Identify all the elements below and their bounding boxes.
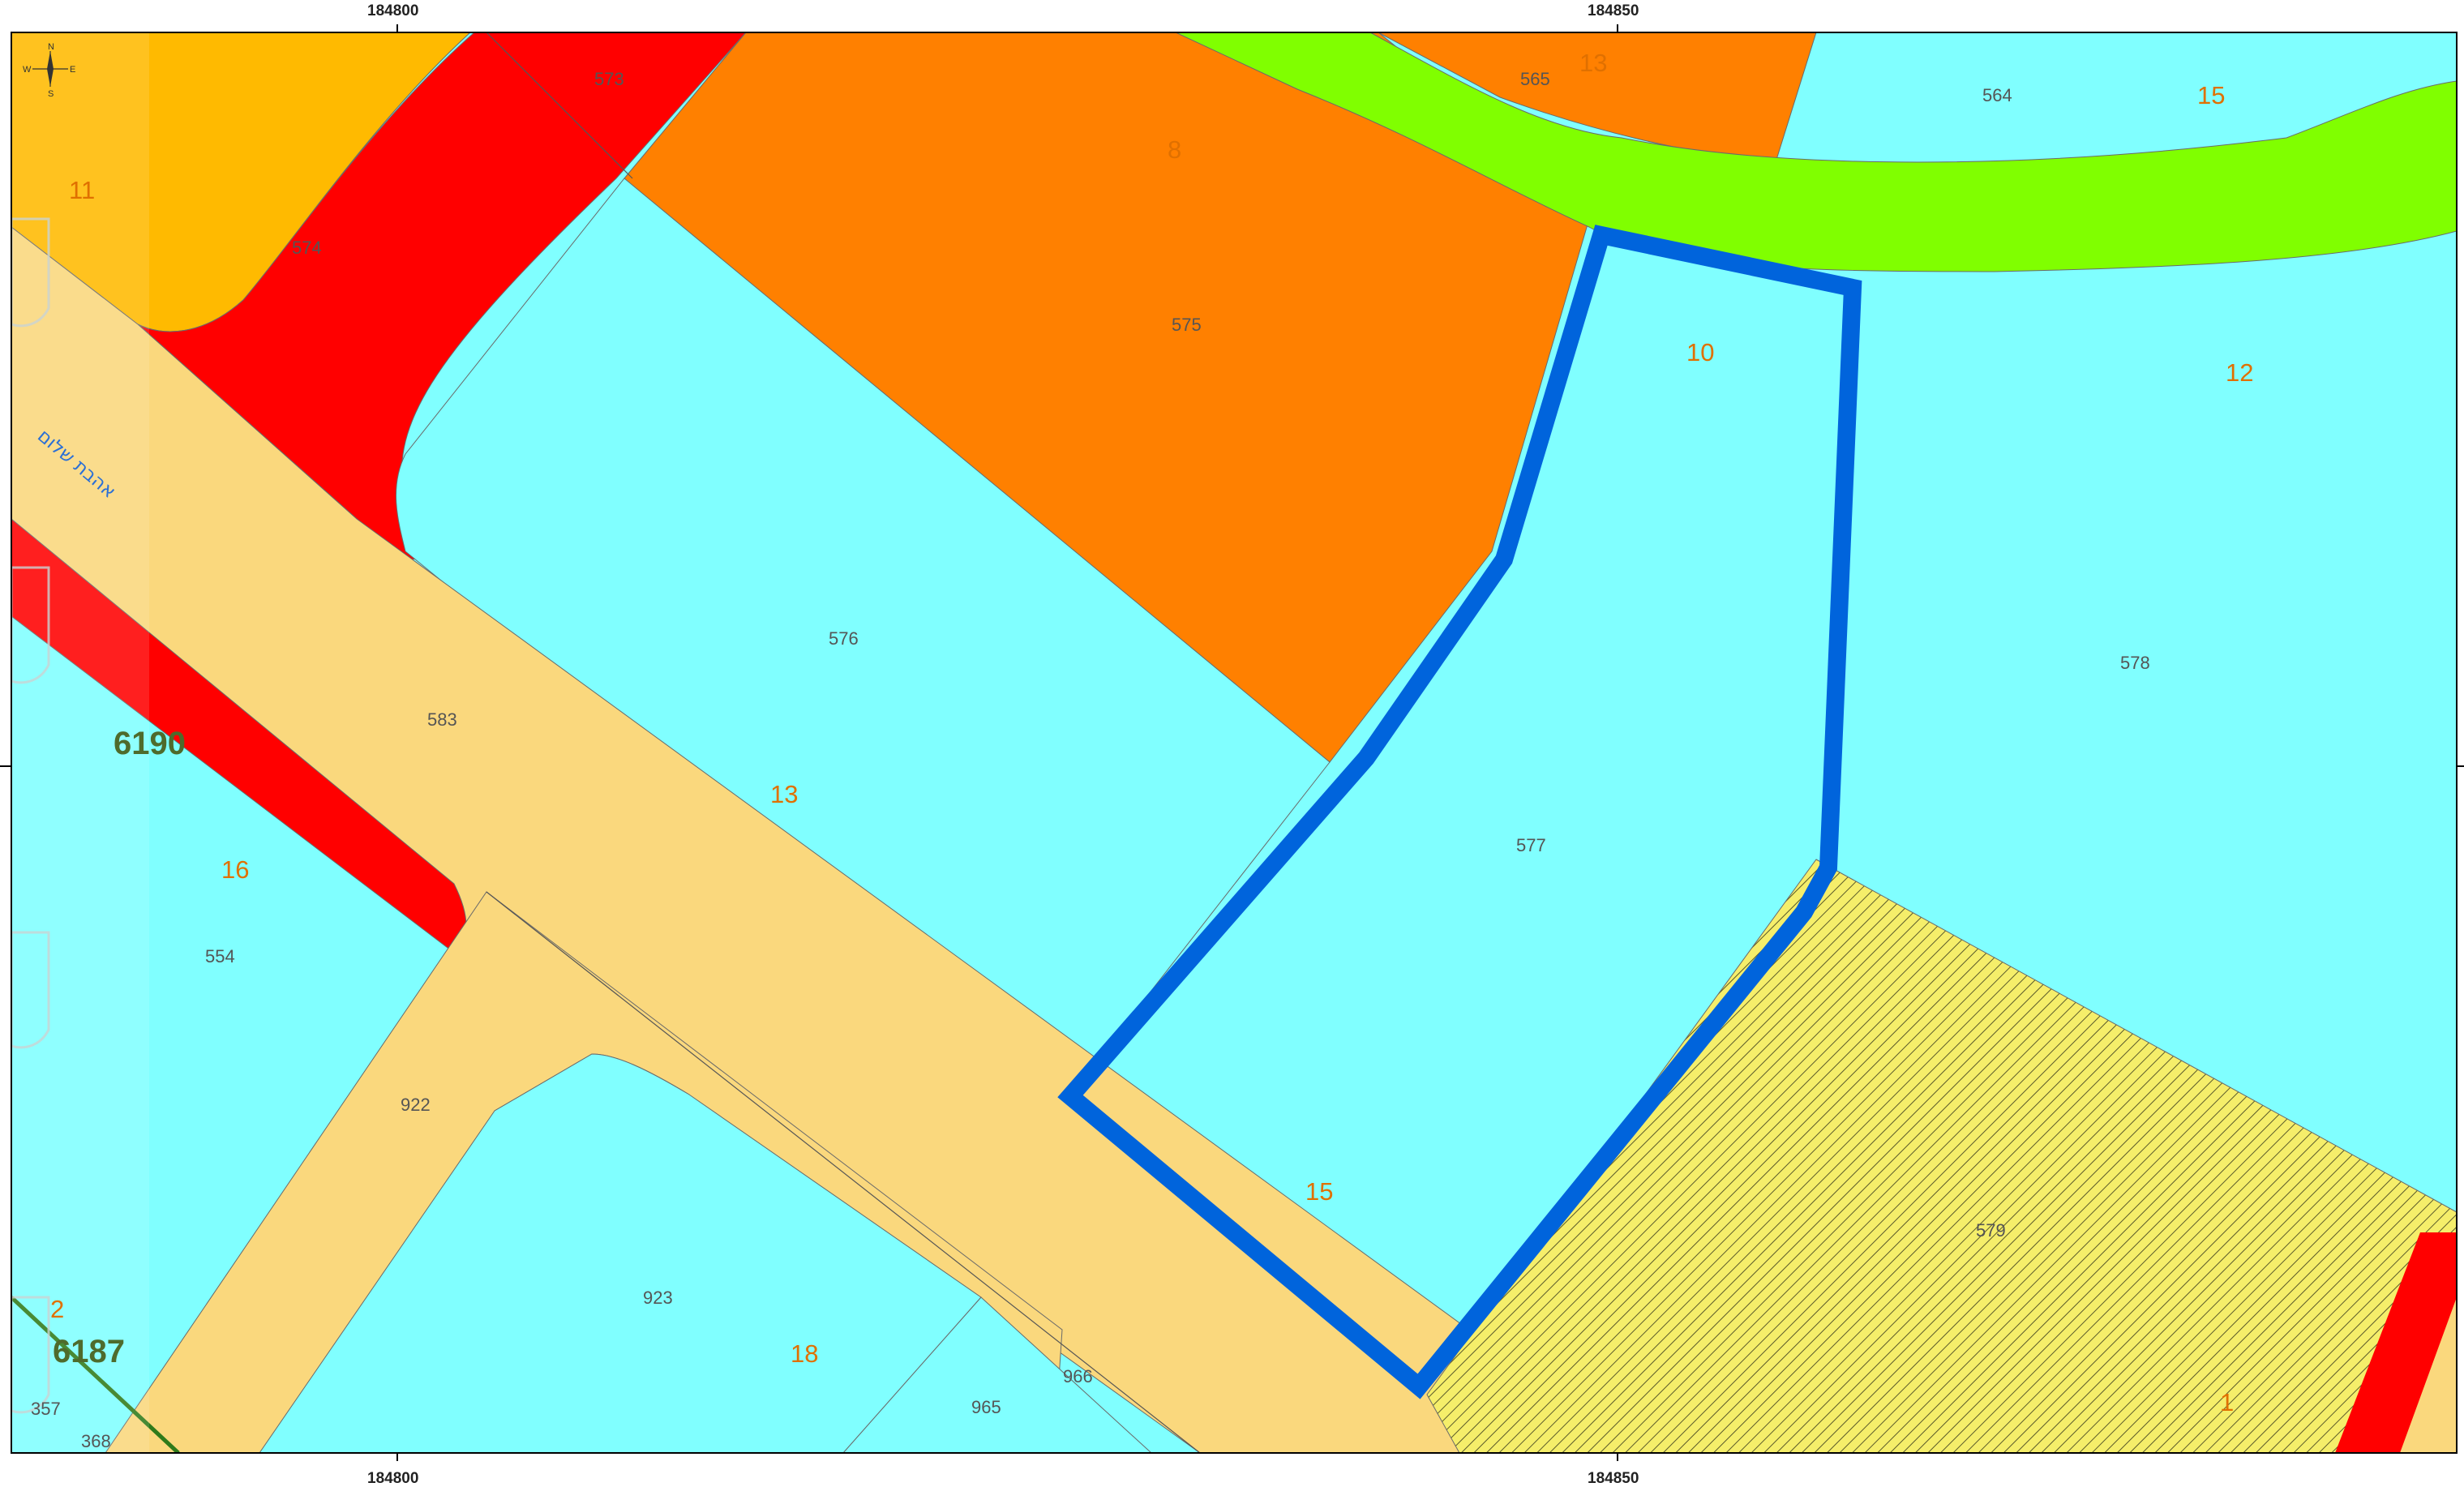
boundary-line <box>486 32 633 179</box>
parcel-number-label: 368 <box>81 1431 111 1451</box>
parcel-number-label: 966 <box>1063 1366 1093 1386</box>
watermark-emblems <box>11 217 50 1414</box>
parcel-number-label: 554 <box>205 946 235 966</box>
parcel-number-label: 576 <box>829 628 859 649</box>
boundary-line <box>486 891 1201 1453</box>
open-space-green[interactable] <box>1175 32 2457 272</box>
compass-e-label: E <box>70 65 75 75</box>
parcel-number-label: 564 <box>1982 85 2012 105</box>
parcel-number-label: 577 <box>1516 835 1546 855</box>
coordinate-label-bottom: 184850 <box>1588 1470 1639 1487</box>
block-number-label: 6187 <box>53 1334 125 1369</box>
parcel-number-label: 574 <box>292 238 322 258</box>
compass-w-label: W <box>23 65 32 75</box>
parcel-number-label: 579 <box>1976 1220 2006 1241</box>
coordinate-label-top: 184850 <box>1588 2 1639 19</box>
main-road-diagonal[interactable] <box>11 226 1639 1453</box>
plot-number-label: 15 <box>2197 81 2225 109</box>
parcel-number-label: 922 <box>401 1095 431 1115</box>
compass-s-label: S <box>48 89 54 99</box>
plot-number-label: 15 <box>1305 1177 1333 1206</box>
parcel-number-label: 357 <box>31 1399 61 1419</box>
plot-number-label: 11 <box>69 176 95 204</box>
plot-number-label: 13 <box>770 780 798 808</box>
road-beige-east[interactable] <box>2400 1297 2457 1453</box>
coordinate-label-top: 184800 <box>367 2 418 19</box>
map-content: N S E W אהבת שלום 6190 6187 573 574 575 … <box>11 32 2457 1453</box>
plot-number-label: 10 <box>1686 338 1714 366</box>
plot-number-label: 13 <box>1579 49 1607 77</box>
map-frame <box>11 32 2458 1454</box>
plot-number-label: 12 <box>2226 358 2253 387</box>
residential-576[interactable] <box>395 178 1331 1095</box>
watermark-strip <box>11 32 149 1453</box>
parcel-number-label: 565 <box>1520 69 1550 89</box>
highlighted-plot-577[interactable] <box>1057 225 1862 1399</box>
parcel-number-label: 583 <box>427 709 457 730</box>
residential-923[interactable] <box>259 1053 982 1453</box>
plot-number-label: 18 <box>791 1339 818 1368</box>
residential-965[interactable] <box>842 1296 1152 1453</box>
plot-number-label: 1 <box>2220 1388 2234 1416</box>
parcel-number-label: 573 <box>594 69 624 89</box>
plot-number-label: 2 <box>50 1295 64 1323</box>
block-boundary-line <box>11 1296 180 1453</box>
parcel-number-label: 965 <box>971 1397 1001 1417</box>
parcel-number-label: 923 <box>643 1288 673 1308</box>
compass-n-label: N <box>48 42 54 52</box>
block-number-label: 6190 <box>114 726 186 761</box>
parcel-number-label: 578 <box>2120 653 2150 673</box>
plot-number-label: 8 <box>1168 135 1181 164</box>
compass-rose: N S E W <box>23 42 75 99</box>
parcel-number-label: 575 <box>1172 315 1202 335</box>
plot-number-label: 16 <box>221 855 249 884</box>
coordinate-label-bottom: 184800 <box>367 1470 418 1487</box>
